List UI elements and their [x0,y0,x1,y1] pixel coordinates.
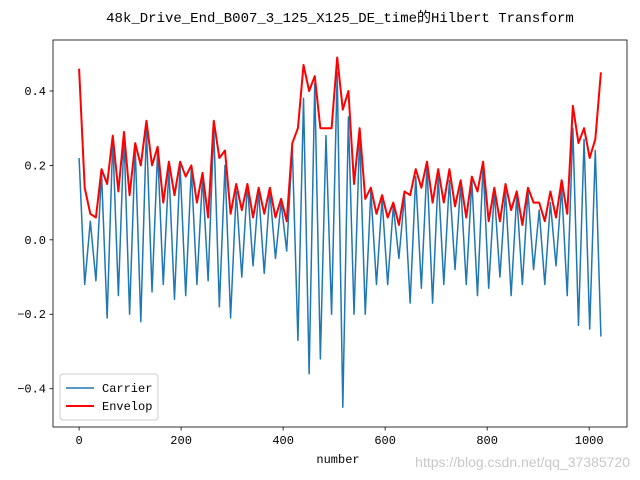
series-line [78,71,602,409]
y-tick-label: −0.2 [17,308,46,322]
x-tick-label: 400 [272,434,294,448]
y-tick-label: 0.0 [24,234,46,248]
legend-box [59,373,159,421]
x-tick-label: 800 [476,434,498,448]
chart-title: 48k_Drive_End_B007_3_125_X125_DE_time的Hi… [106,10,574,27]
watermark: https://blog.csdn.net/qq_37385720 [415,454,630,470]
x-tick-label: 0 [75,434,82,448]
x-axis-label: number [316,453,359,467]
plot-frame [52,39,628,428]
y-tick-label: −0.4 [17,383,46,397]
legend-label: Carrier [102,382,152,396]
x-tick-label: 600 [374,434,396,448]
y-tick-label: 0.4 [24,85,46,99]
legend-label: Envelop [102,400,152,414]
series-line [78,56,602,226]
x-tick-label: 1000 [575,434,604,448]
x-tick-label: 200 [170,434,192,448]
y-tick-label: 0.2 [24,159,46,173]
